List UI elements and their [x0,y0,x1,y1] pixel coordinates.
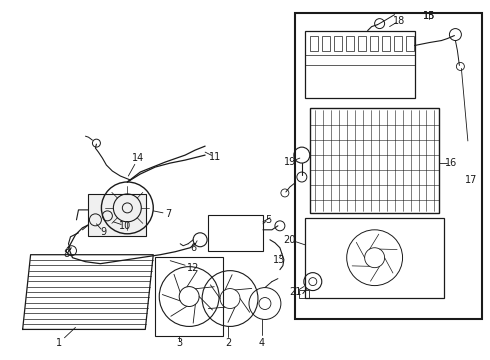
Text: 20: 20 [284,235,296,245]
Text: 15: 15 [423,11,436,21]
Bar [382,36,390,50]
Text: 3: 3 [176,338,182,348]
Text: 6: 6 [190,243,196,253]
Bar [89,194,147,236]
Text: 9: 9 [100,227,106,237]
Text: 14: 14 [132,153,145,163]
Bar [310,36,318,50]
Bar [393,36,401,50]
Bar [305,31,415,98]
Text: 4: 4 [259,338,265,348]
Bar [406,36,414,50]
Text: 1: 1 [55,338,62,348]
Bar [299,289,309,298]
Text: 15: 15 [423,11,436,21]
Text: 8: 8 [63,249,70,259]
Polygon shape [23,255,153,329]
Text: 18: 18 [393,15,406,26]
Bar [334,36,342,50]
Text: 13: 13 [273,255,285,265]
Text: 16: 16 [445,158,458,168]
Text: 11: 11 [209,152,221,162]
Text: 21: 21 [290,287,302,297]
Text: 10: 10 [119,221,131,231]
Bar [358,36,366,50]
Bar [295,13,482,319]
Bar [208,215,263,251]
Text: 17: 17 [465,175,478,185]
Text: 5: 5 [265,215,271,225]
Bar [305,218,444,298]
Text: 12: 12 [187,263,199,273]
Text: 2: 2 [225,338,231,348]
Bar [310,108,440,213]
Bar [322,36,330,50]
Text: 19: 19 [284,157,296,167]
Bar [155,257,223,336]
Bar [346,36,354,50]
Bar [369,36,378,50]
Text: 7: 7 [165,209,172,219]
